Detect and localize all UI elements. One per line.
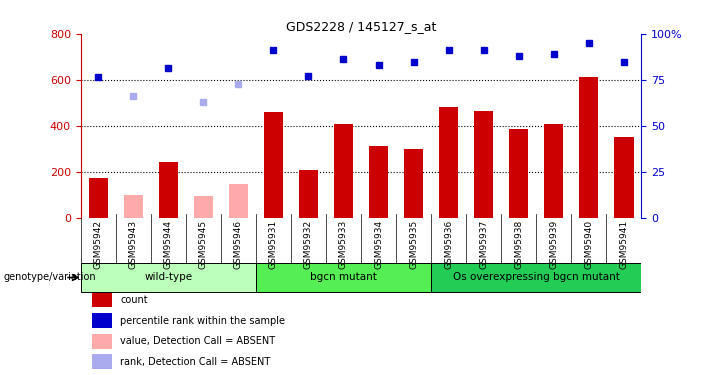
Text: GSM95946: GSM95946	[234, 220, 243, 269]
Text: GSM95945: GSM95945	[199, 220, 207, 269]
Bar	[614, 137, 634, 218]
Text: GSM95944: GSM95944	[164, 220, 172, 269]
Text: genotype/variation: genotype/variation	[4, 273, 96, 282]
Text: GSM95936: GSM95936	[444, 220, 453, 269]
Text: GSM95937: GSM95937	[479, 220, 488, 269]
Bar	[544, 124, 564, 217]
Bar	[299, 170, 318, 217]
Bar	[264, 112, 283, 218]
Bar	[334, 124, 353, 217]
Bar	[123, 195, 143, 217]
Bar	[439, 107, 458, 218]
Bar	[431, 263, 641, 292]
Bar	[579, 77, 599, 218]
Bar	[92, 313, 112, 328]
Bar	[369, 146, 388, 218]
Text: GSM95940: GSM95940	[585, 220, 593, 269]
Text: GSM95934: GSM95934	[374, 220, 383, 269]
Bar	[404, 148, 423, 217]
Text: GSM95931: GSM95931	[269, 220, 278, 269]
Text: GSM95942: GSM95942	[94, 220, 102, 269]
Bar	[509, 129, 529, 218]
Title: GDS2228 / 145127_s_at: GDS2228 / 145127_s_at	[286, 20, 436, 33]
Bar	[92, 354, 112, 369]
Bar	[229, 184, 248, 218]
Bar	[193, 196, 213, 217]
Bar	[92, 292, 112, 308]
Text: GSM95933: GSM95933	[339, 220, 348, 269]
Bar	[474, 111, 494, 218]
Bar	[88, 178, 108, 218]
Bar	[81, 263, 256, 292]
Text: GSM95941: GSM95941	[620, 220, 628, 269]
Text: Os overexpressing bgcn mutant: Os overexpressing bgcn mutant	[453, 273, 620, 282]
Bar	[256, 263, 431, 292]
Text: GSM95938: GSM95938	[515, 220, 523, 269]
Bar	[92, 334, 112, 349]
Text: GSM95932: GSM95932	[304, 220, 313, 269]
Text: GSM95939: GSM95939	[550, 220, 558, 269]
Text: value, Detection Call = ABSENT: value, Detection Call = ABSENT	[121, 336, 275, 346]
Bar	[158, 162, 178, 218]
Text: count: count	[121, 295, 148, 305]
Text: bgcn mutant: bgcn mutant	[310, 273, 377, 282]
Text: wild-type: wild-type	[144, 273, 192, 282]
Text: percentile rank within the sample: percentile rank within the sample	[121, 315, 285, 326]
Text: GSM95935: GSM95935	[409, 220, 418, 269]
Text: rank, Detection Call = ABSENT: rank, Detection Call = ABSENT	[121, 357, 271, 367]
Text: GSM95943: GSM95943	[129, 220, 137, 269]
